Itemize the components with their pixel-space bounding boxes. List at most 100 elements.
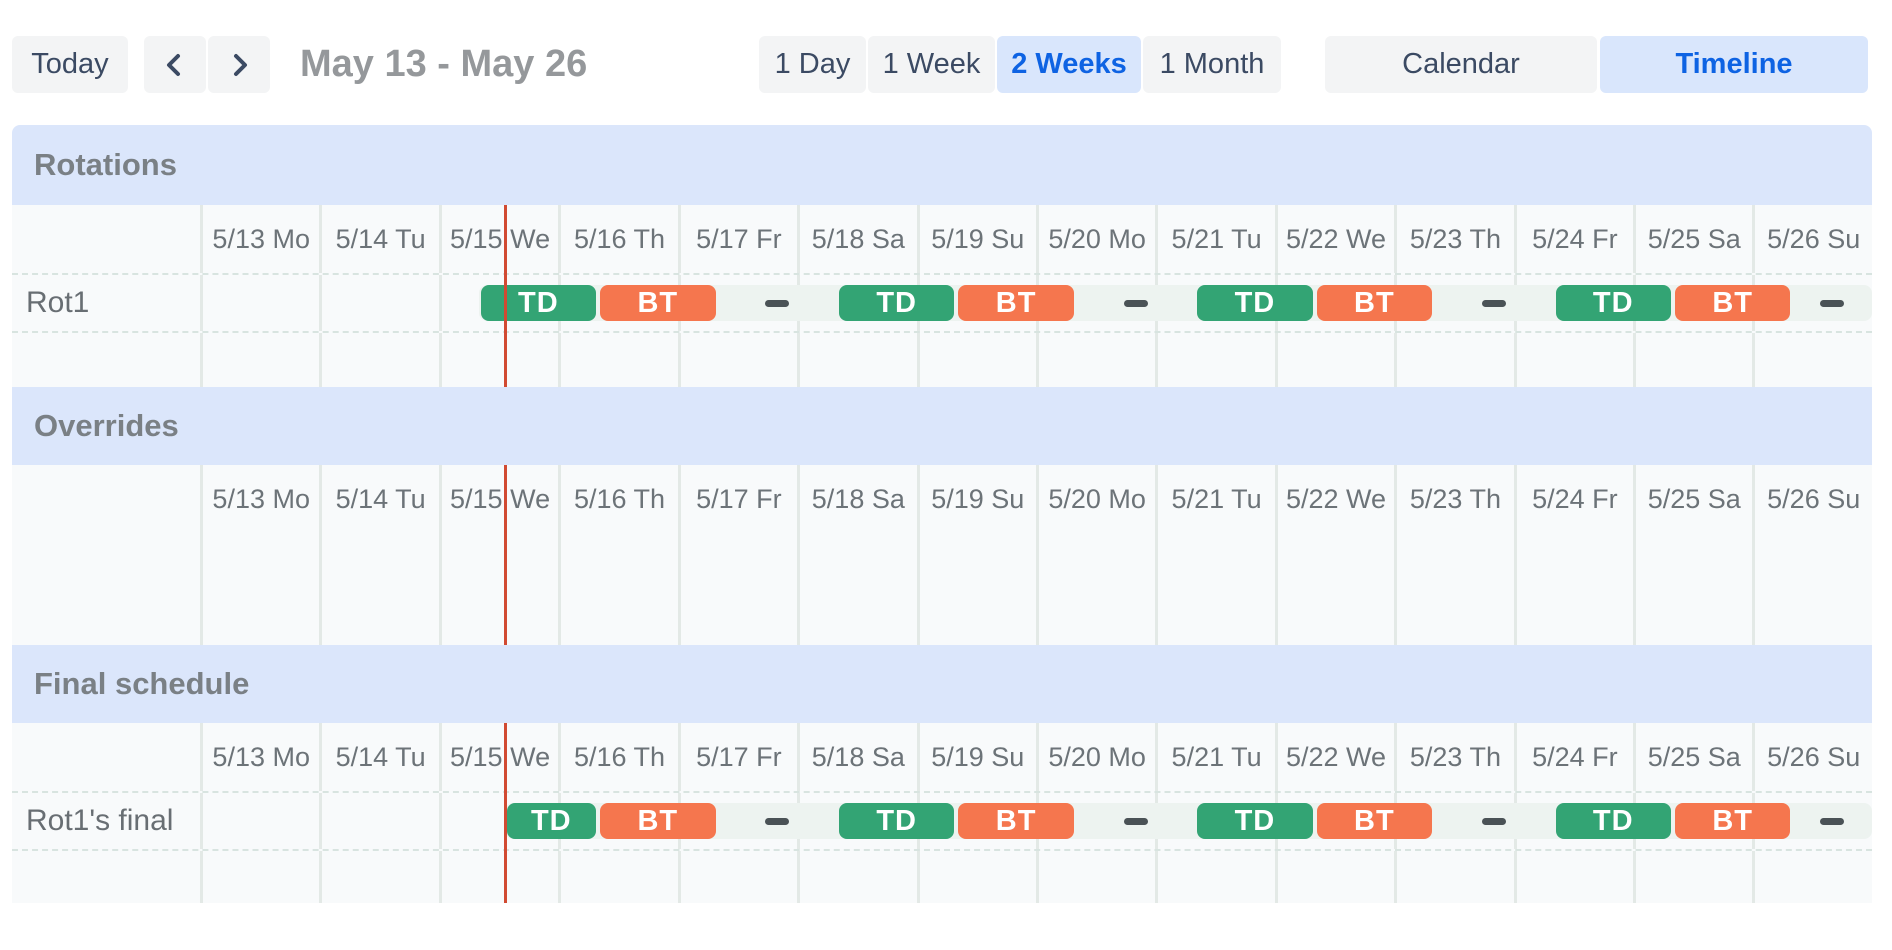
date-range-title: May 13 - May 26: [300, 43, 588, 85]
day-header-row: 5/13 Mo 5/14 Tu 5/15 We 5/16 Th 5/17 Fr 5/18 …: [12, 205, 1872, 273]
chevron-right-icon: [225, 51, 253, 79]
day-header-cell: 5/25 Sa: [1633, 205, 1752, 273]
shift-block-bt[interactable]: BT: [958, 285, 1074, 321]
day-header-cell: 5/19 Su: [916, 723, 1036, 791]
section-grid: 5/13 Mo 5/14 Tu 5/15 We 5/16 Th 5/17 Fr 5/18 …: [12, 465, 1872, 645]
grid-cell: [438, 533, 558, 645]
now-indicator: [503, 205, 507, 387]
day-label: 5/25 Sa: [1647, 223, 1741, 254]
day-header-cell: 5/17 Fr: [677, 723, 797, 791]
timeline-mode-button[interactable]: Timeline: [1600, 36, 1868, 93]
row-label: Rot1's final: [26, 804, 174, 837]
shift-block-td[interactable]: TD: [506, 803, 597, 839]
day-label: 5/19 Su: [931, 223, 1025, 254]
grid-cell: [200, 275, 319, 331]
calendar-mode-button[interactable]: Calendar: [1325, 36, 1597, 93]
grid-cell: [1752, 851, 1871, 903]
today-button[interactable]: Today: [12, 36, 128, 93]
grid-cell: [1633, 851, 1752, 903]
shift-block-bt[interactable]: BT: [958, 803, 1074, 839]
day-label: 5/23 Th: [1409, 483, 1501, 514]
shift-label: TD: [1592, 286, 1634, 319]
schedule-row: Rot1 TD BT TD BT TD BT TD BT: [12, 273, 1872, 333]
view-1-day-button[interactable]: 1 Day: [759, 36, 866, 93]
shift-block-bt[interactable]: BT: [1674, 285, 1791, 321]
day-header-cell: 5/18 Sa: [797, 723, 916, 791]
shift-block-bt[interactable]: BT: [1316, 803, 1433, 839]
shift-label: BT: [637, 286, 679, 319]
shift-label: TD: [518, 286, 559, 319]
day-header-cell: 5/26 Su: [1752, 723, 1871, 791]
day-header-cell: 5/15 We: [438, 723, 558, 791]
day-label: 5/13 Mo: [212, 483, 310, 514]
next-period-button[interactable]: [208, 36, 270, 93]
view-1-month-button[interactable]: 1 Month: [1143, 36, 1281, 93]
day-label: 5/26 Su: [1767, 741, 1861, 772]
shift-label: TD: [876, 804, 917, 837]
shift-block-td[interactable]: TD: [1197, 285, 1313, 321]
shift-block-td[interactable]: TD: [1555, 285, 1671, 321]
day-header-cell: 5/16 Th: [558, 465, 677, 533]
grid-cell: [438, 275, 558, 331]
day-label: 5/15 We: [450, 223, 551, 254]
grid-cell: [677, 333, 797, 387]
gap-dash: [1820, 818, 1845, 825]
grid-cell: [558, 533, 677, 645]
day-label: 5/24 Fr: [1532, 483, 1618, 514]
section-final-schedule: Final schedule 5/13 Mo 5/14 Tu 5/15 We 5/16 …: [12, 645, 1872, 903]
shift-block-bt[interactable]: BT: [600, 285, 716, 321]
grid-cell: [319, 851, 438, 903]
section-grid: 5/13 Mo 5/14 Tu 5/15 We 5/16 Th 5/17 Fr 5/18 …: [12, 723, 1872, 903]
row-label: Rot1: [26, 286, 90, 319]
grid-cell: [916, 851, 1036, 903]
day-label: 5/19 Su: [931, 741, 1025, 772]
gap-dash: [765, 818, 790, 825]
day-label: 5/16 Th: [573, 483, 666, 514]
shift-label: TD: [1234, 286, 1276, 319]
day-label: 5/16 Th: [573, 741, 666, 772]
view-2-weeks-button[interactable]: 2 Weeks: [997, 36, 1141, 93]
day-label: 5/24 Fr: [1532, 223, 1618, 254]
view-1-week-button[interactable]: 1 Week: [868, 36, 995, 93]
day-label: 5/15 We: [450, 741, 551, 772]
day-header-cell: 5/16 Th: [558, 205, 677, 273]
grid-cell: [916, 333, 1036, 387]
day-header-cell: 5/20 Mo: [1035, 465, 1155, 533]
day-label: 5/13 Mo: [212, 223, 310, 254]
shift-block-td[interactable]: TD: [838, 803, 955, 839]
shift-block-bt[interactable]: BT: [600, 803, 716, 839]
day-header-cell: 5/24 Fr: [1513, 205, 1633, 273]
grid-cell: [438, 333, 558, 387]
section-overrides: Overrides 5/13 Mo 5/14 Tu 5/15 We 5/16 Th 5/1…: [12, 387, 1872, 645]
day-header-cell: 5/21 Tu: [1155, 723, 1274, 791]
grid-cell: [319, 793, 438, 849]
shift-block-td[interactable]: TD: [1197, 803, 1313, 839]
shift-block-td[interactable]: TD: [1555, 803, 1671, 839]
gap-dash: [1123, 818, 1148, 825]
grid-cell: [1155, 333, 1274, 387]
shift-label: TD: [1234, 804, 1276, 837]
day-header-cell: 5/26 Su: [1752, 205, 1871, 273]
prev-period-button[interactable]: [144, 36, 206, 93]
day-header-cell: 5/15 We: [438, 465, 558, 533]
day-label: 5/25 Sa: [1647, 483, 1741, 514]
shift-block-td[interactable]: TD: [838, 285, 955, 321]
section-title: Final schedule: [34, 666, 250, 701]
day-header-cell: 5/15 We: [438, 205, 558, 273]
shift-block-bt[interactable]: BT: [1316, 285, 1433, 321]
day-header-cell: 5/19 Su: [916, 465, 1036, 533]
grid-cell: [1752, 533, 1871, 645]
day-label: 5/19 Su: [931, 483, 1025, 514]
day-header-cell: 5/16 Th: [558, 723, 677, 791]
day-label: 5/23 Th: [1409, 741, 1501, 772]
grid-cell: [319, 533, 438, 645]
day-label: 5/22 We: [1285, 741, 1387, 772]
grid-cell: [558, 851, 677, 903]
shift-block-bt[interactable]: BT: [1674, 803, 1791, 839]
day-header-cell: 5/20 Mo: [1035, 723, 1155, 791]
day-label: 5/16 Th: [573, 223, 666, 254]
day-header-cell: 5/21 Tu: [1155, 205, 1274, 273]
day-header-cell: 5/23 Th: [1394, 723, 1513, 791]
shift-block-td[interactable]: TD: [480, 285, 597, 321]
day-label: 5/14 Tu: [335, 223, 426, 254]
